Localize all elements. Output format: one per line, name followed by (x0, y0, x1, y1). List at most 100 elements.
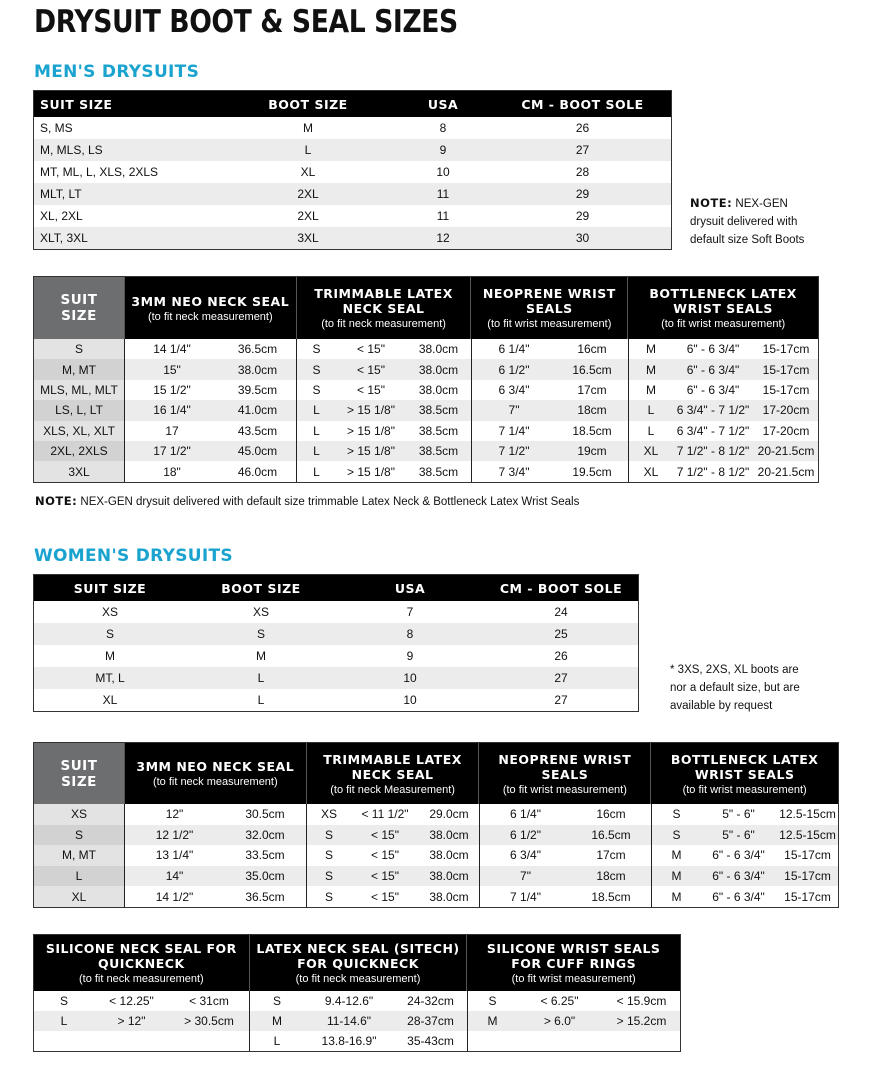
table-cell: 17-20cm (762, 423, 810, 438)
cell-group: L > 15 1/8" 38.5cm (296, 440, 471, 462)
cell-group: 17 1/2" 45.0cm (124, 440, 296, 462)
cell-group: M 6" - 6 3/4" 15-17cm (651, 886, 839, 907)
table-cell: M (671, 848, 682, 863)
table-cell: 35-43cm (407, 1034, 454, 1048)
cell-group: 12 1/2" 32.0cm (124, 824, 306, 846)
table-cell: MT, ML, L, XLS, 2XLS (40, 165, 159, 179)
table-cell: M (487, 1014, 498, 1028)
table-cell: L (647, 403, 655, 418)
table-cell: 17 1/2" (153, 444, 191, 459)
table-cell: 6" - 6 3/4" (686, 362, 740, 377)
table-cell: 15" (163, 362, 181, 377)
table-cell: 18cm (577, 403, 607, 418)
group-subtitle: (to fit wrist measurement) (661, 318, 786, 330)
table-cell: > 30.5cm (184, 1014, 234, 1028)
table-row: 3XL 18" 46.0cm L > 15 1/8" 38.5cm 7 3/4" 19.5cm… (34, 461, 818, 482)
cell-group: L 6 3/4" - 7 1/2" 17-20cm (628, 420, 819, 441)
table-cell: 3XL (297, 231, 319, 245)
table-cell: 7" (508, 403, 520, 418)
table-cell: 17cm (596, 848, 626, 863)
table-cell: L (273, 1034, 281, 1048)
table-cell: L (257, 693, 265, 707)
table-cell: 6" - 6 3/4" (712, 889, 765, 904)
cell-group: M, MT (34, 359, 124, 380)
table-cell: 7" (520, 869, 531, 884)
table-cell: 5" - 6" (722, 827, 755, 842)
table-cell: 17-20cm (762, 403, 810, 418)
quickneck-seal-table: SILICONE NECK SEAL FOR QUICKNECK (to fit … (33, 934, 681, 1052)
column-header: CM - BOOT SOLE (521, 96, 644, 112)
cell-group: XLS, XL, XLT (34, 420, 124, 441)
cell-group: M 11-14.6" 28-37cm (249, 1011, 467, 1031)
table-cell: 15-17cm (784, 889, 831, 904)
cell-group: 12" 30.5cm (124, 804, 306, 825)
column-header: SUIT SIZE (73, 580, 147, 596)
column-group-header: BOTTLENECK LATEX WRIST SEALS (to fit wris… (650, 743, 838, 804)
table-cell: 38.5cm (418, 444, 459, 459)
table-cell: 38.0cm (429, 889, 469, 904)
table-cell: 18.5cm (591, 889, 631, 904)
cell-group: 2XL, 2XLS (34, 440, 124, 462)
table-cell: > 15.2cm (616, 1014, 667, 1028)
table-cell: M, MLS, LS (40, 143, 103, 157)
table-cell: 9 (439, 143, 447, 157)
table-cell: 8 (439, 121, 447, 135)
column-header: USA (427, 96, 459, 112)
cell-group: S < 15" 38.0cm (306, 845, 479, 866)
table-cell: 3XL (68, 464, 90, 479)
cell-group: L > 15 1/8" 38.5cm (296, 400, 471, 421)
table-cell: 14 1/4" (153, 342, 191, 357)
table-cell: MT, L (95, 671, 125, 685)
table-cell: M (105, 649, 115, 663)
table-row: XS 12" 30.5cm XS < 11 1/2" 29.0cm 6 1/4" 16cm S 5… (34, 804, 838, 825)
cell-group (467, 1031, 681, 1051)
table-cell: 15-17cm (784, 848, 831, 863)
table-cell: 6" - 6 3/4" (686, 342, 740, 357)
table-cell: S (324, 848, 333, 863)
table-cell: 38.0cm (237, 362, 278, 377)
table-cell: 12 1/2" (155, 827, 194, 842)
cell-group: 7 1/4" 18.5cm (479, 886, 651, 907)
table-cell: XL (300, 165, 316, 179)
cell-group: S (34, 824, 124, 846)
table-cell: 16cm (577, 342, 607, 357)
group-title: 3MM NEO NECK SEAL (136, 759, 295, 774)
table-cell: 45.0cm (237, 444, 278, 459)
note-label: NOTE: (690, 196, 733, 210)
column-header: SUIT SIZE (40, 96, 113, 112)
cell-group: MLS, ML, MLT (34, 379, 124, 401)
mens-seal-note: NOTE: NEX-GEN drysuit delivered with def… (35, 492, 579, 511)
group-subtitle: (to fit neck measurement) (147, 310, 273, 323)
table-cell (34, 1031, 94, 1051)
table-cell: < 11 1/2" (361, 807, 409, 822)
cell-group: S < 15" 38.0cm (306, 865, 479, 887)
column-group-header: NEOPRENE WRIST SEALS (to fit wrist measur… (470, 277, 627, 339)
table-cell: < 12.25" (109, 994, 154, 1008)
table-cell: 26 (554, 649, 568, 663)
table-cell: 29 (575, 187, 590, 201)
table-cell: 46.0cm (237, 464, 278, 479)
table-cell: 38.0cm (418, 382, 459, 397)
womens-heading: WOMEN'S DRYSUITS (34, 546, 233, 566)
table-cell: MLS, ML, MLT (40, 382, 118, 397)
table-cell: 9 (406, 649, 414, 663)
cell-group: 17 43.5cm (124, 420, 296, 441)
table-cell: L (60, 1014, 68, 1028)
cell-group: 7" 18cm (471, 400, 628, 421)
table-cell: 33.5cm (245, 848, 285, 863)
column-group-header: LATEX NECK SEAL (SITECH) FOR QUICKNECK (t… (248, 935, 467, 991)
table-cell: < 31cm (189, 994, 229, 1008)
column-header: USA (394, 580, 426, 596)
table-cell: S (324, 827, 333, 842)
cell-group: L > 12" > 30.5cm (34, 1011, 249, 1031)
table-cell: 6 3/4" (510, 848, 541, 863)
table-header: SUIT SIZE 3MM NEO NECK SEAL (to fit neck m… (34, 743, 838, 804)
table-cell: 28 (575, 165, 590, 179)
table-cell: S (312, 342, 321, 357)
column-header: CM - BOOT SOLE (499, 580, 623, 596)
cell-group: M 6" - 6 3/4" 15-17cm (628, 359, 819, 380)
table-cell: XLT, 3XL (40, 231, 88, 245)
group-subtitle: (to fit wrist measurement) (511, 973, 636, 985)
table-cell: 6 1/2" (498, 362, 530, 377)
cell-group: 6 3/4" 17cm (479, 845, 651, 866)
